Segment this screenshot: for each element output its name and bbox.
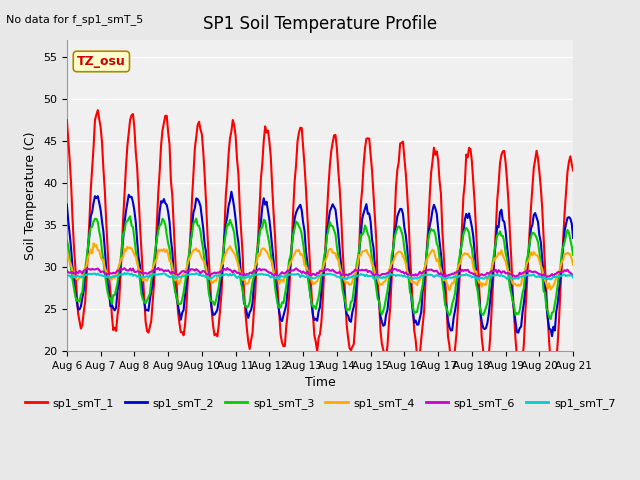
Legend: sp1_smT_1, sp1_smT_2, sp1_smT_3, sp1_smT_4, sp1_smT_6, sp1_smT_7: sp1_smT_1, sp1_smT_2, sp1_smT_3, sp1_smT… <box>20 394 620 414</box>
Title: SP1 Soil Temperature Profile: SP1 Soil Temperature Profile <box>203 15 437 33</box>
Text: No data for f_sp1_smT_5: No data for f_sp1_smT_5 <box>6 14 143 25</box>
Y-axis label: Soil Temperature (C): Soil Temperature (C) <box>24 131 38 260</box>
X-axis label: Time: Time <box>305 376 335 389</box>
Text: TZ_osu: TZ_osu <box>77 55 125 68</box>
